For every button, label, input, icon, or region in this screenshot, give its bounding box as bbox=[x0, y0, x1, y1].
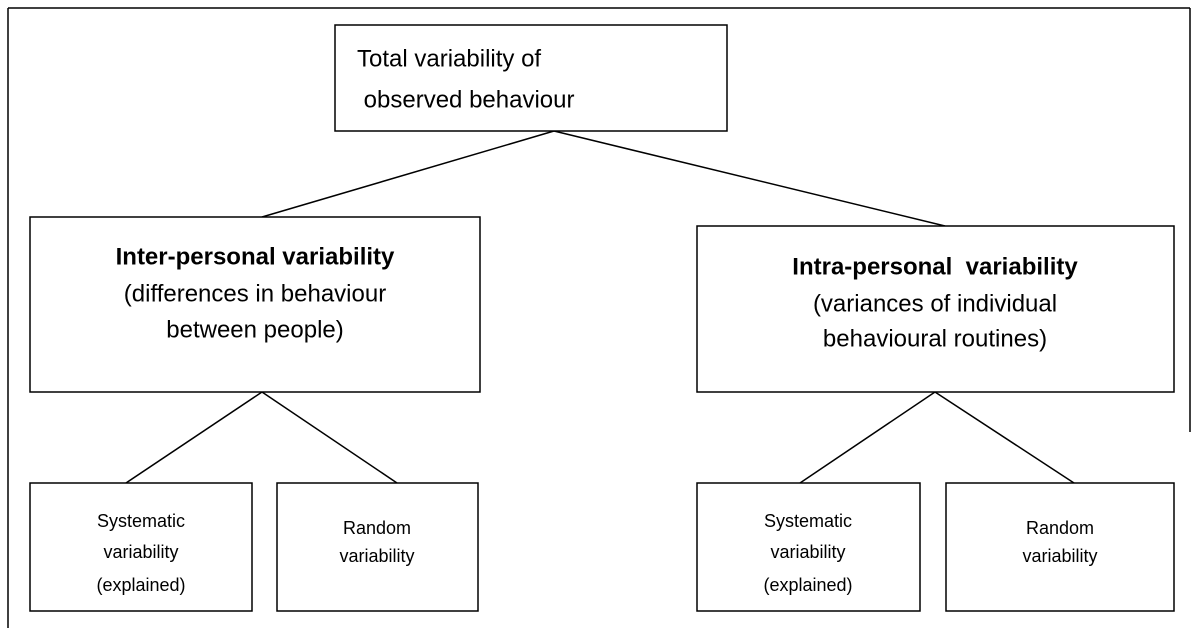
connector bbox=[799, 391, 936, 484]
leaf-text: Random bbox=[1026, 518, 1094, 538]
leaf-box bbox=[276, 482, 479, 612]
node-text: between people) bbox=[166, 316, 343, 343]
connector bbox=[125, 391, 263, 484]
node-text: (variances of individual bbox=[813, 290, 1057, 317]
leaf-text: variability bbox=[103, 542, 178, 562]
node-text: Total variability of bbox=[357, 45, 541, 72]
leaf-text: variability bbox=[339, 546, 414, 566]
node-box bbox=[29, 216, 481, 393]
leaf-text: (explained) bbox=[96, 575, 185, 595]
leaf-text: variability bbox=[770, 542, 845, 562]
connector bbox=[553, 130, 946, 227]
leaf-box bbox=[945, 482, 1175, 612]
leaf-text: Random bbox=[343, 518, 411, 538]
leaf-text: Systematic bbox=[97, 511, 185, 531]
node-title: Intra-personal variability bbox=[792, 253, 1078, 280]
leaf-text: variability bbox=[1022, 546, 1097, 566]
node-box bbox=[334, 24, 728, 132]
node-title: Inter-personal variability bbox=[116, 243, 395, 270]
node-text: observed behaviour bbox=[357, 86, 574, 113]
connector bbox=[261, 130, 555, 218]
leaf-text: Systematic bbox=[764, 511, 852, 531]
connector bbox=[934, 391, 1075, 484]
node-text: behavioural routines) bbox=[823, 325, 1047, 352]
node-text: (differences in behaviour bbox=[124, 280, 386, 307]
leaf-box bbox=[29, 482, 253, 612]
node-box bbox=[696, 225, 1175, 393]
connector bbox=[261, 391, 398, 484]
leaf-box bbox=[696, 482, 921, 612]
leaf-text: (explained) bbox=[763, 575, 852, 595]
